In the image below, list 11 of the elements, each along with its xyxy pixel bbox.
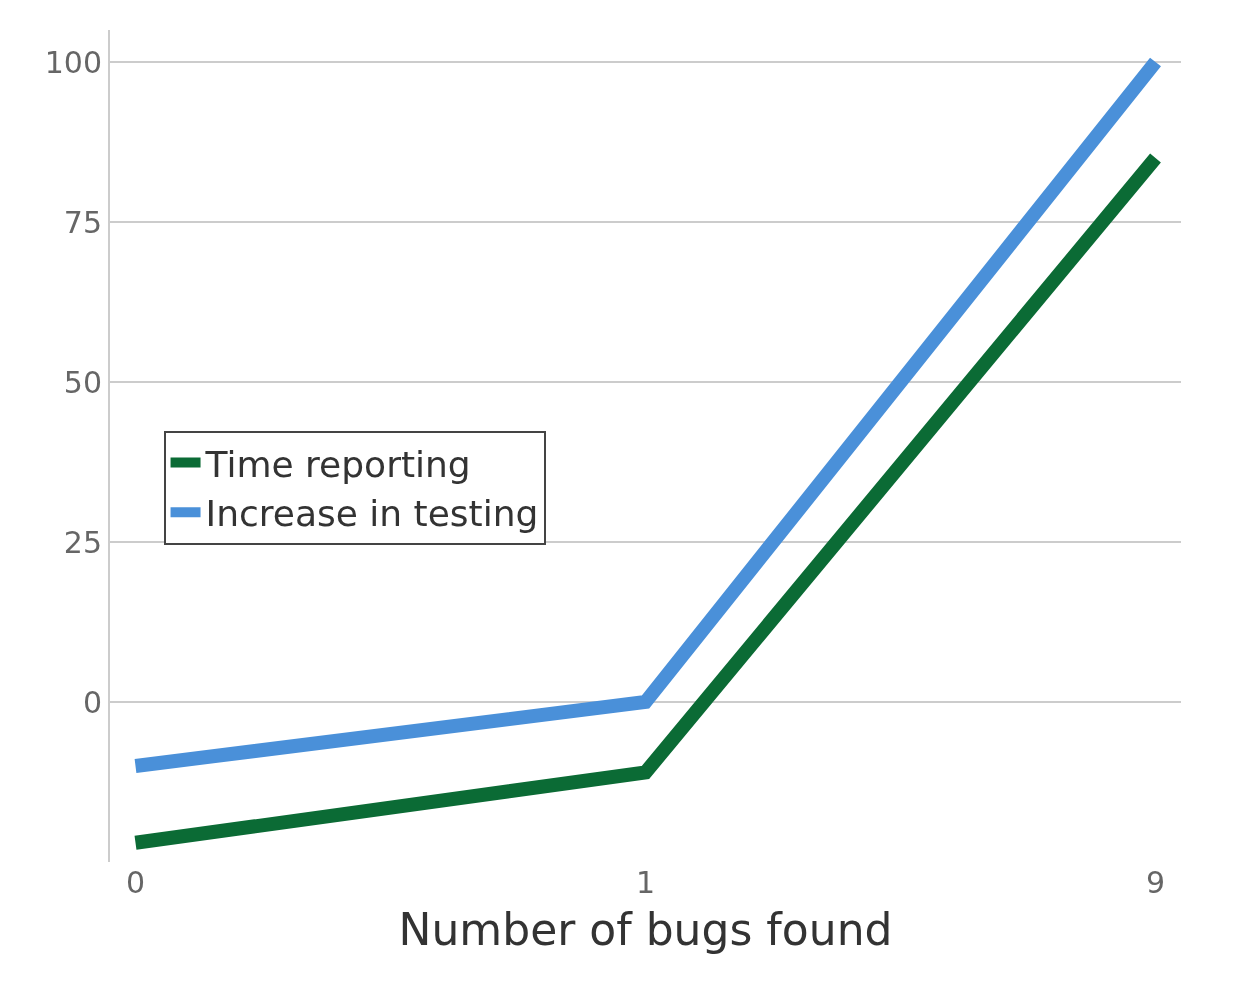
x-tick-label: 0 [125,865,146,900]
x-tick-label: 9 [1145,865,1166,900]
x-axis-title: Number of bugs found [398,904,893,956]
y-tick-label: 100 [44,44,102,80]
y-tick-label: 0 [82,684,102,720]
x-tick-label: 1 [635,865,656,900]
y-tick-label: 75 [63,204,102,240]
legend-label: Increase in testing [205,493,539,535]
legend-label: Time reporting [204,443,471,485]
y-tick-label: 50 [63,364,102,400]
y-tick-label: 25 [63,524,102,560]
